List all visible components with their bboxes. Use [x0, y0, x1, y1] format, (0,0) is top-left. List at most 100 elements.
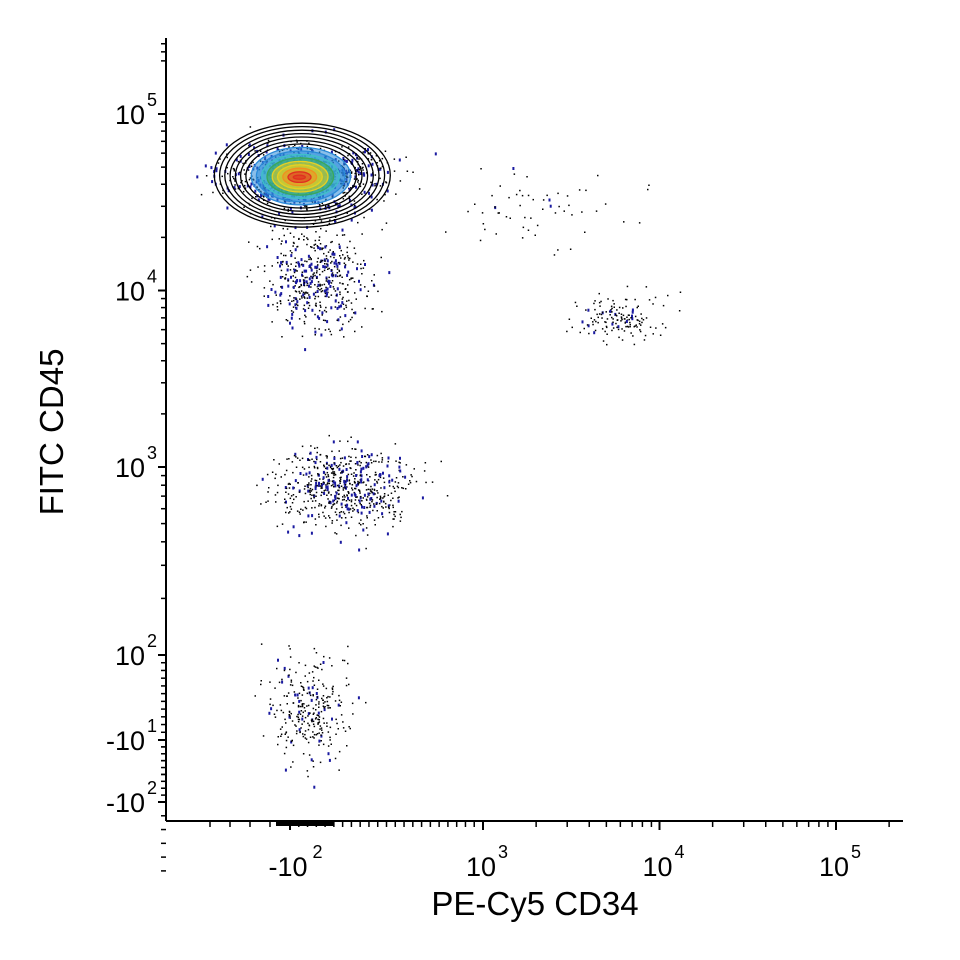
event-dot — [316, 733, 319, 735]
event-dot — [314, 243, 317, 246]
event-dot — [342, 283, 344, 285]
event-dot — [305, 521, 307, 523]
event-dot — [334, 219, 336, 223]
event-dot — [293, 268, 296, 272]
event-dot — [287, 280, 289, 282]
event-dot — [306, 145, 309, 148]
event-dot — [332, 251, 334, 253]
event-dot — [280, 709, 283, 712]
event-dot — [306, 301, 309, 305]
event-dot — [639, 330, 642, 333]
event-dot — [315, 302, 317, 305]
event-dot — [314, 447, 316, 449]
event-dot — [358, 174, 360, 176]
event-dot — [339, 291, 341, 293]
event-dot — [326, 292, 328, 295]
event-dot — [311, 488, 314, 491]
event-dot — [370, 459, 372, 461]
event-dot — [325, 525, 327, 528]
event-dot — [333, 474, 335, 476]
event-dot — [625, 325, 627, 328]
event-dot — [283, 234, 285, 237]
event-dot — [303, 283, 305, 286]
event-dot — [329, 739, 331, 741]
event-dot — [379, 177, 381, 180]
event-dot — [234, 184, 236, 186]
event-dot — [329, 517, 331, 519]
event-dot — [286, 506, 288, 509]
event-dot — [392, 506, 394, 509]
event-dot — [331, 252, 334, 256]
event-dot — [611, 311, 613, 313]
event-dot — [291, 300, 293, 302]
event-dot — [647, 188, 649, 191]
event-dot — [314, 334, 316, 336]
event-dot — [303, 720, 305, 723]
event-dot — [296, 270, 298, 272]
event-dot — [306, 260, 308, 263]
event-dot — [394, 515, 396, 518]
event-dot — [340, 257, 342, 259]
event-dot — [293, 498, 295, 501]
event-dot — [332, 471, 334, 473]
event-dot — [633, 325, 635, 328]
event-dot — [369, 506, 371, 508]
event-dot — [317, 246, 320, 250]
event-dot — [295, 303, 298, 305]
event-dot — [611, 329, 613, 332]
event-dot — [375, 182, 378, 186]
event-dot — [318, 505, 320, 507]
event-dot — [622, 307, 624, 309]
event-dot — [338, 467, 341, 471]
event-dot — [334, 700, 337, 702]
event-dot — [277, 261, 279, 264]
event-dot — [625, 320, 628, 323]
event-dot — [338, 769, 340, 771]
event-dot — [298, 710, 301, 714]
event-dot — [563, 210, 565, 212]
event-dot — [289, 511, 291, 513]
event-dot — [346, 255, 349, 257]
event-dot — [630, 332, 632, 334]
event-dot — [371, 500, 373, 503]
event-dot — [620, 313, 623, 315]
event-dot — [333, 265, 336, 268]
event-dot — [616, 319, 619, 321]
event-dot — [302, 291, 305, 294]
event-dot — [304, 737, 307, 739]
event-dot — [621, 318, 623, 321]
event-dot — [611, 316, 613, 319]
event-dot — [337, 489, 339, 492]
event-dot — [313, 247, 315, 249]
event-dot — [294, 303, 297, 307]
event-dot — [311, 277, 314, 279]
event-dot — [353, 492, 356, 496]
event-dot — [357, 167, 360, 171]
y-tick-exponent: 3 — [147, 443, 157, 463]
event-dot — [497, 212, 499, 214]
event-dot — [266, 202, 269, 205]
event-dot — [299, 472, 302, 475]
event-dot — [329, 465, 332, 468]
event-dot — [367, 492, 370, 496]
event-dot — [627, 326, 630, 328]
event-dot — [322, 699, 324, 701]
event-dot — [284, 768, 287, 772]
event-dot — [306, 292, 309, 294]
event-dot — [365, 701, 367, 704]
event-dot — [298, 238, 300, 240]
event-dot — [618, 336, 620, 339]
event-dot — [323, 309, 326, 312]
event-dot — [393, 518, 395, 520]
event-dot — [357, 181, 359, 183]
event-dot — [311, 514, 314, 518]
event-dot — [359, 470, 362, 474]
event-dot — [610, 305, 613, 308]
event-dot — [307, 704, 310, 707]
event-dot — [308, 482, 310, 484]
event-dot — [358, 158, 360, 160]
event-dot — [351, 702, 354, 705]
event-dot — [317, 714, 320, 717]
event-dot — [352, 277, 354, 279]
